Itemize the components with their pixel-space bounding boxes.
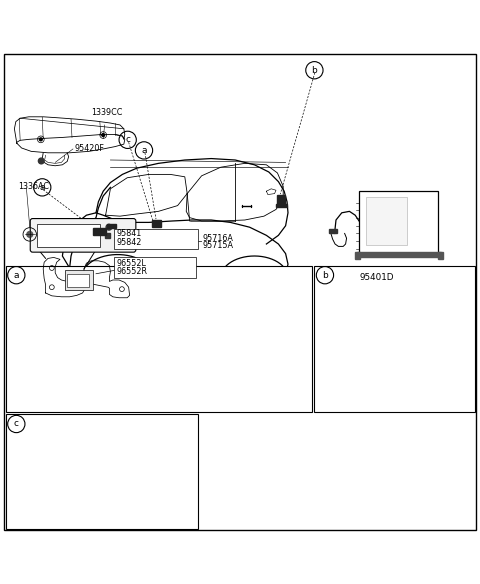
FancyBboxPatch shape xyxy=(6,266,312,412)
FancyBboxPatch shape xyxy=(114,258,196,277)
Circle shape xyxy=(38,158,44,164)
Text: 95420F: 95420F xyxy=(74,144,104,154)
Text: c: c xyxy=(125,135,130,144)
FancyBboxPatch shape xyxy=(30,218,136,252)
FancyBboxPatch shape xyxy=(37,224,100,247)
Text: 95716A: 95716A xyxy=(203,234,233,243)
Bar xyxy=(357,252,441,258)
Bar xyxy=(277,195,285,206)
Text: b: b xyxy=(312,66,317,75)
Circle shape xyxy=(106,224,112,230)
FancyBboxPatch shape xyxy=(359,191,438,253)
Text: c: c xyxy=(14,419,19,429)
Bar xyxy=(276,204,287,207)
Text: a: a xyxy=(13,271,19,280)
Text: 96552L: 96552L xyxy=(116,259,146,267)
Text: a: a xyxy=(141,146,147,155)
Text: 1339CC: 1339CC xyxy=(91,109,122,117)
Bar xyxy=(152,220,161,227)
Circle shape xyxy=(27,231,33,237)
FancyBboxPatch shape xyxy=(6,415,198,529)
Bar xyxy=(355,252,360,259)
Bar xyxy=(438,252,443,259)
Text: 95401D: 95401D xyxy=(359,273,394,282)
Bar xyxy=(105,234,110,238)
FancyBboxPatch shape xyxy=(366,197,407,245)
Bar xyxy=(93,228,106,235)
Text: 95841: 95841 xyxy=(116,229,142,238)
FancyBboxPatch shape xyxy=(65,270,93,290)
FancyBboxPatch shape xyxy=(114,229,198,249)
Bar xyxy=(107,224,116,228)
Text: 1336AC: 1336AC xyxy=(18,182,49,191)
Text: 96552R: 96552R xyxy=(116,267,147,276)
Circle shape xyxy=(39,138,42,141)
Bar xyxy=(329,229,337,234)
FancyBboxPatch shape xyxy=(314,266,475,412)
Text: b: b xyxy=(322,271,328,280)
Text: a: a xyxy=(39,183,45,192)
Circle shape xyxy=(102,134,105,137)
FancyBboxPatch shape xyxy=(67,274,89,287)
Text: 95842: 95842 xyxy=(116,238,142,246)
Text: 95715A: 95715A xyxy=(203,241,234,251)
